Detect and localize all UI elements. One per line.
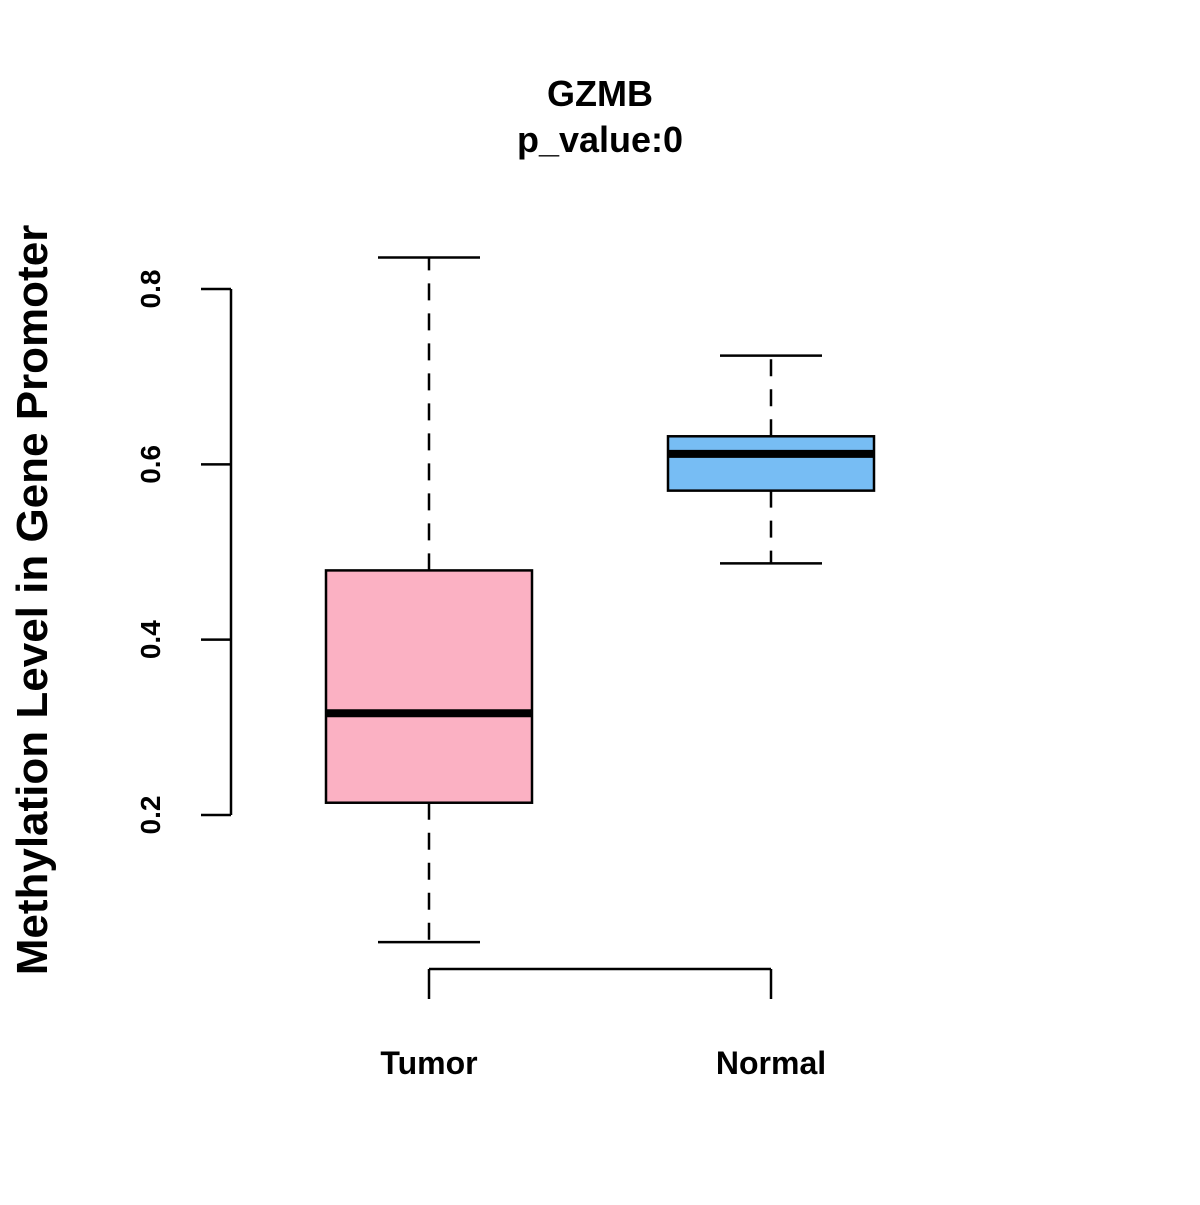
- y-tick-label: 0.6: [135, 445, 166, 484]
- y-tick-label: 0.4: [135, 620, 166, 659]
- boxes: [324, 256, 876, 944]
- y-axis-label: Methylation Level in Gene Promoter: [8, 225, 57, 976]
- x-category-label: Tumor: [380, 1045, 477, 1081]
- box-group-tumor: [324, 256, 534, 944]
- box-iqr: [324, 569, 534, 804]
- y-tick-label: 0.2: [135, 796, 166, 835]
- chart-subtitle: p_value:0: [517, 119, 683, 160]
- chart-title: GZMB: [547, 73, 653, 114]
- y-tick-label: 0.8: [135, 270, 166, 309]
- y-axis: 0.2 0.4 0.6 0.8: [135, 270, 233, 835]
- box-group-normal: [666, 354, 876, 565]
- x-axis: Tumor Normal: [380, 967, 826, 1081]
- x-category-label: Normal: [716, 1045, 826, 1081]
- box-iqr: [666, 435, 876, 492]
